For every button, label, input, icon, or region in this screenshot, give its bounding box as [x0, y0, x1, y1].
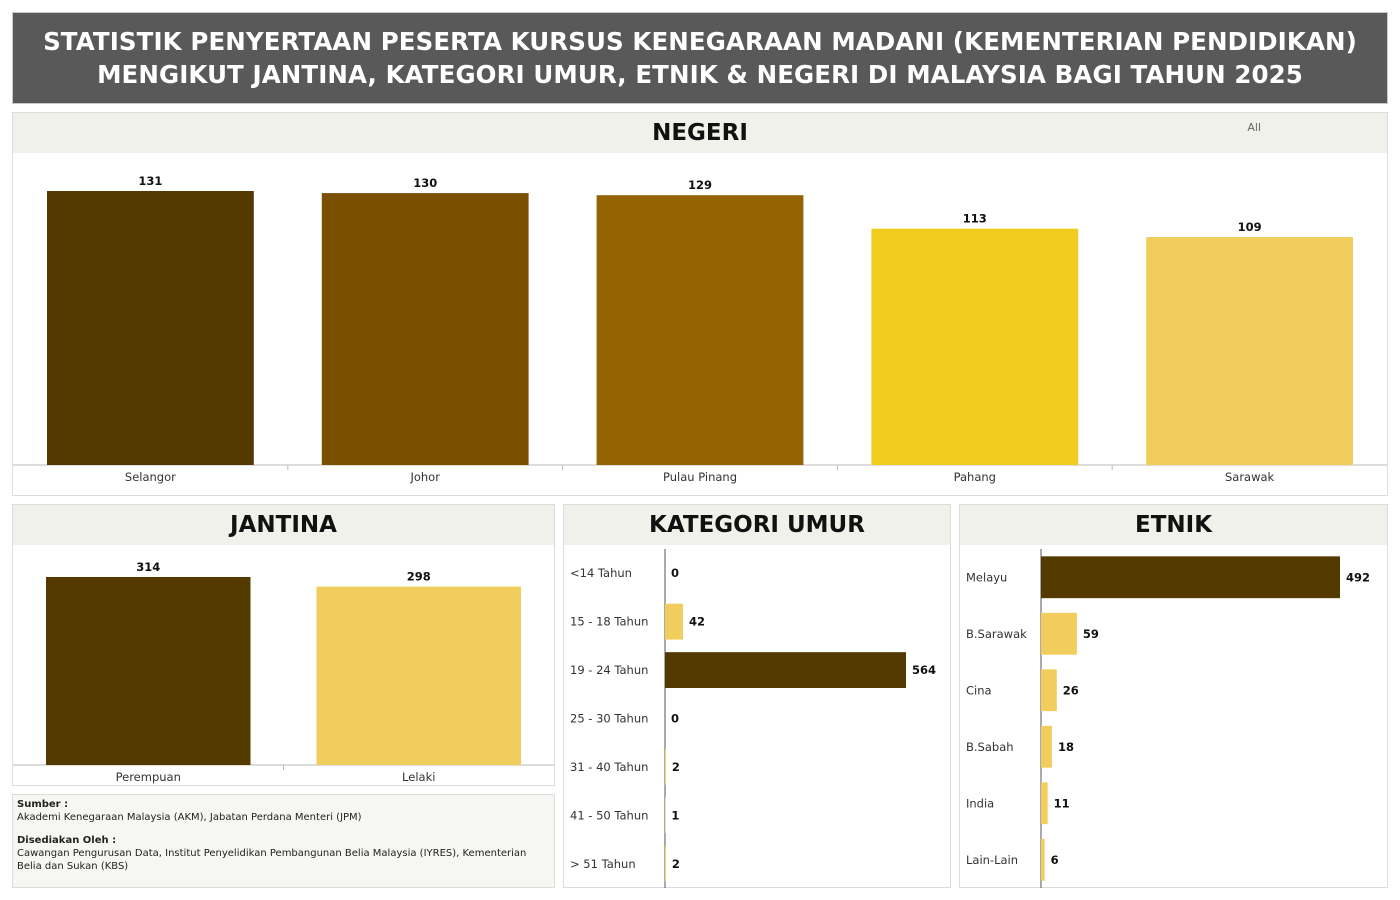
umur-value-label-4: 2: [672, 760, 680, 774]
umur-bar-6: [665, 845, 666, 882]
umur-bar-2: [665, 652, 906, 688]
jantina-bar-0: [46, 577, 251, 765]
jantina-category-label-1: Lelaki: [402, 770, 435, 784]
negeri-category-label-1: Johor: [409, 470, 440, 484]
etnik-value-label-4: 11: [1054, 796, 1070, 810]
etnik-bar-0: [1041, 556, 1340, 599]
etnik-title: ETNIK: [960, 505, 1387, 545]
etnik-category-label-5: Lain-Lain: [966, 853, 1018, 867]
etnik-bar-1: [1041, 612, 1077, 655]
etnik-value-label-1: 59: [1083, 627, 1099, 641]
jantina-bar-1: [316, 586, 521, 765]
negeri-bar-4: [1146, 237, 1353, 465]
jantina-panel: JANTINA 314 Perempuan 298 Lelaki: [12, 504, 555, 786]
jantina-bar-chart: 314 Perempuan 298 Lelaki: [13, 560, 554, 784]
etnik-value-label-0: 492: [1346, 570, 1370, 584]
umur-category-label-0: <14 Tahun: [570, 566, 632, 580]
umur-value-label-0: 0: [671, 566, 679, 580]
prepared-by-text: Cawangan Pengurusan Data, Institut Penye…: [17, 848, 527, 872]
negeri-category-label-3: Pahang: [954, 470, 996, 484]
etnik-category-label-2: Cina: [966, 683, 992, 697]
jantina-value-label-1: 298: [407, 570, 431, 584]
umur-category-label-4: 31 - 40 Tahun: [570, 760, 648, 774]
negeri-category-label-0: Selangor: [125, 470, 176, 484]
etnik-category-label-4: India: [966, 796, 994, 810]
umur-value-label-6: 2: [672, 857, 680, 871]
umur-category-label-2: 19 - 24 Tahun: [570, 663, 648, 677]
negeri-category-label-4: Sarawak: [1225, 470, 1275, 484]
negeri-bar-1: [321, 193, 529, 465]
etnik-value-label-3: 18: [1058, 740, 1074, 754]
source-note: Sumber : Akademi Kenegaraan Malaysia (AK…: [12, 794, 555, 888]
etnik-bar-2: [1041, 669, 1057, 712]
prepared-by-label: Disediakan Oleh :: [17, 835, 117, 846]
negeri-panel: NEGERI All 131 Selangor 130 Johor 129 Pulau P…: [12, 112, 1388, 496]
etnik-bar-chart: 492 Melayu 59 B.Sarawak 26 Cina 18 B.Sabah 11 Ind…: [966, 549, 1370, 888]
umur-bar-chart: 0 <14 Tahun 42 15 - 18 Tahun 564 19 - 24 Tahu…: [570, 549, 936, 888]
negeri-bar-chart: 131 Selangor 130 Johor 129 Pulau Pinang 113 Pah…: [13, 174, 1387, 484]
etnik-bar-4: [1041, 782, 1048, 825]
jantina-category-label-0: Perempuan: [116, 770, 181, 784]
etnik-bar-5: [1041, 838, 1045, 881]
negeri-filter-all[interactable]: All: [1247, 121, 1261, 134]
etnik-value-label-2: 26: [1063, 683, 1079, 697]
umur-bar-4: [665, 749, 666, 785]
negeri-category-label-2: Pulau Pinang: [663, 470, 737, 484]
umur-value-label-5: 1: [671, 808, 679, 822]
etnik-category-label-1: B.Sarawak: [966, 627, 1027, 641]
negeri-title: NEGERI: [13, 113, 1387, 153]
umur-category-label-3: 25 - 30 Tahun: [570, 712, 648, 726]
negeri-value-label-2: 129: [688, 178, 712, 192]
source-label: Sumber :: [17, 799, 69, 810]
negeri-value-label-3: 113: [963, 212, 987, 226]
umur-bar-1: [665, 603, 683, 640]
negeri-value-label-4: 109: [1238, 220, 1262, 234]
umur-category-label-6: > 51 Tahun: [570, 857, 636, 871]
umur-title: KATEGORI UMUR: [564, 505, 950, 545]
umur-category-label-1: 15 - 18 Tahun: [570, 615, 648, 629]
umur-value-label-3: 0: [671, 712, 679, 726]
negeri-value-label-0: 131: [138, 174, 162, 188]
etnik-bar-3: [1041, 725, 1052, 768]
umur-value-label-1: 42: [689, 615, 705, 629]
source-text: Akademi Kenegaraan Malaysia (AKM), Jabat…: [17, 812, 362, 823]
etnik-value-label-5: 6: [1051, 853, 1059, 867]
umur-category-label-5: 41 - 50 Tahun: [570, 808, 648, 822]
negeri-bar-3: [871, 228, 1079, 465]
umur-panel: KATEGORI UMUR 0 <14 Tahun 42 15 - 18 Tahun 5…: [563, 504, 951, 888]
umur-value-label-2: 564: [912, 663, 936, 677]
etnik-panel: ETNIK 492 Melayu 59 B.Sarawak 26 Cina 18 B.Saba…: [959, 504, 1388, 888]
etnik-category-label-0: Melayu: [966, 570, 1007, 584]
header-title-line1: STATISTIK PENYERTAAN PESERTA KURSUS KENE…: [43, 27, 1357, 56]
jantina-value-label-0: 314: [136, 560, 160, 574]
dashboard-header: STATISTIK PENYERTAAN PESERTA KURSUS KENE…: [12, 12, 1388, 104]
etnik-category-label-3: B.Sabah: [966, 740, 1014, 754]
negeri-bar-0: [47, 191, 254, 465]
negeri-value-label-1: 130: [413, 176, 437, 190]
negeri-bar-2: [596, 195, 804, 465]
header-title-line2: MENGIKUT JANTINA, KATEGORI UMUR, ETNIK &…: [97, 60, 1303, 89]
jantina-title: JANTINA: [13, 505, 554, 545]
